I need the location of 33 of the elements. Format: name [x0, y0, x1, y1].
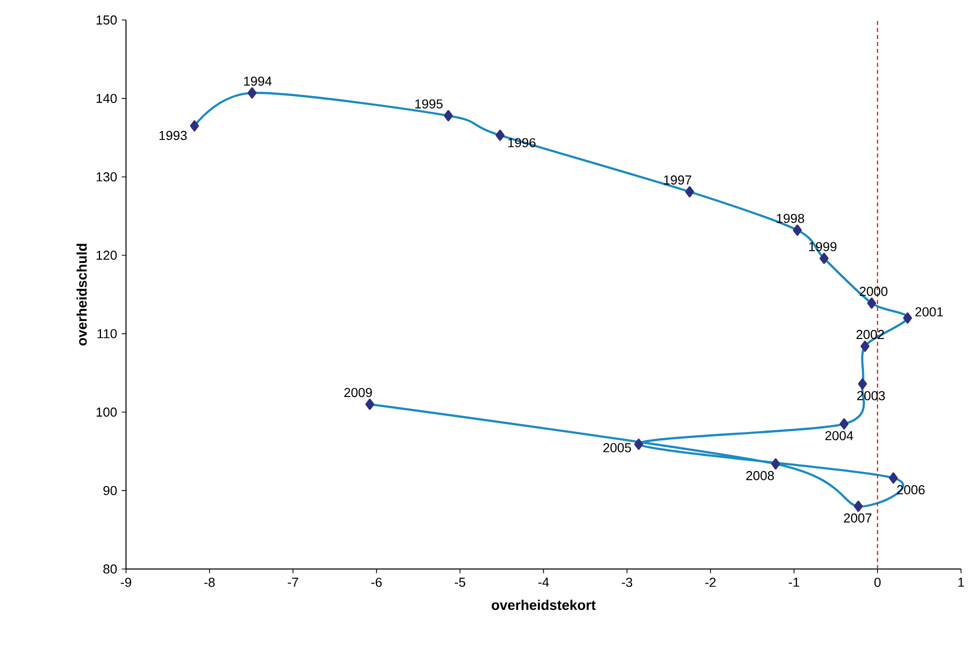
x-tick-label: 0	[874, 578, 881, 587]
annotation: 2007	[844, 513, 872, 523]
x-tick-label: -9	[120, 578, 132, 587]
annotation: 1994	[244, 76, 272, 86]
annotation: 2009	[344, 388, 372, 398]
x-axis-title: overheidstekort	[492, 600, 596, 610]
y-tick-label: 100	[96, 408, 117, 417]
x-tick-label: -6	[371, 578, 382, 587]
annotation: 1997	[664, 175, 692, 185]
x-tick-label: -5	[454, 578, 466, 587]
annotation: 2001	[915, 307, 943, 316]
annotation: 2008	[746, 471, 774, 480]
annotation: 1998	[776, 214, 804, 223]
y-tick-label: 110	[98, 329, 117, 338]
x-tick-label: 1	[958, 578, 964, 587]
annotation: 2000	[860, 286, 888, 296]
y-tick-label: 150	[96, 15, 117, 25]
x-tick-label: -1	[788, 578, 800, 587]
x-tick-label: -2	[705, 578, 716, 587]
x-tick-label: -3	[622, 578, 632, 587]
annotation: 1995	[415, 99, 443, 108]
annotation: 2005	[603, 443, 631, 452]
y-axis-title: overheidschuld	[76, 244, 87, 346]
y-tick-label: 80	[103, 564, 117, 574]
y-tick-label: 130	[96, 172, 117, 182]
y-tick-label: 120	[96, 250, 117, 260]
y-tick-label: 90	[103, 486, 117, 496]
x-tick-label: -8	[204, 578, 215, 587]
annotation: 1993	[159, 130, 187, 140]
y-tick-label: 140	[96, 94, 117, 103]
annotation: 2004	[825, 431, 854, 440]
x-tick-label: -7	[288, 578, 298, 587]
x-tick-label: -4	[538, 578, 549, 587]
